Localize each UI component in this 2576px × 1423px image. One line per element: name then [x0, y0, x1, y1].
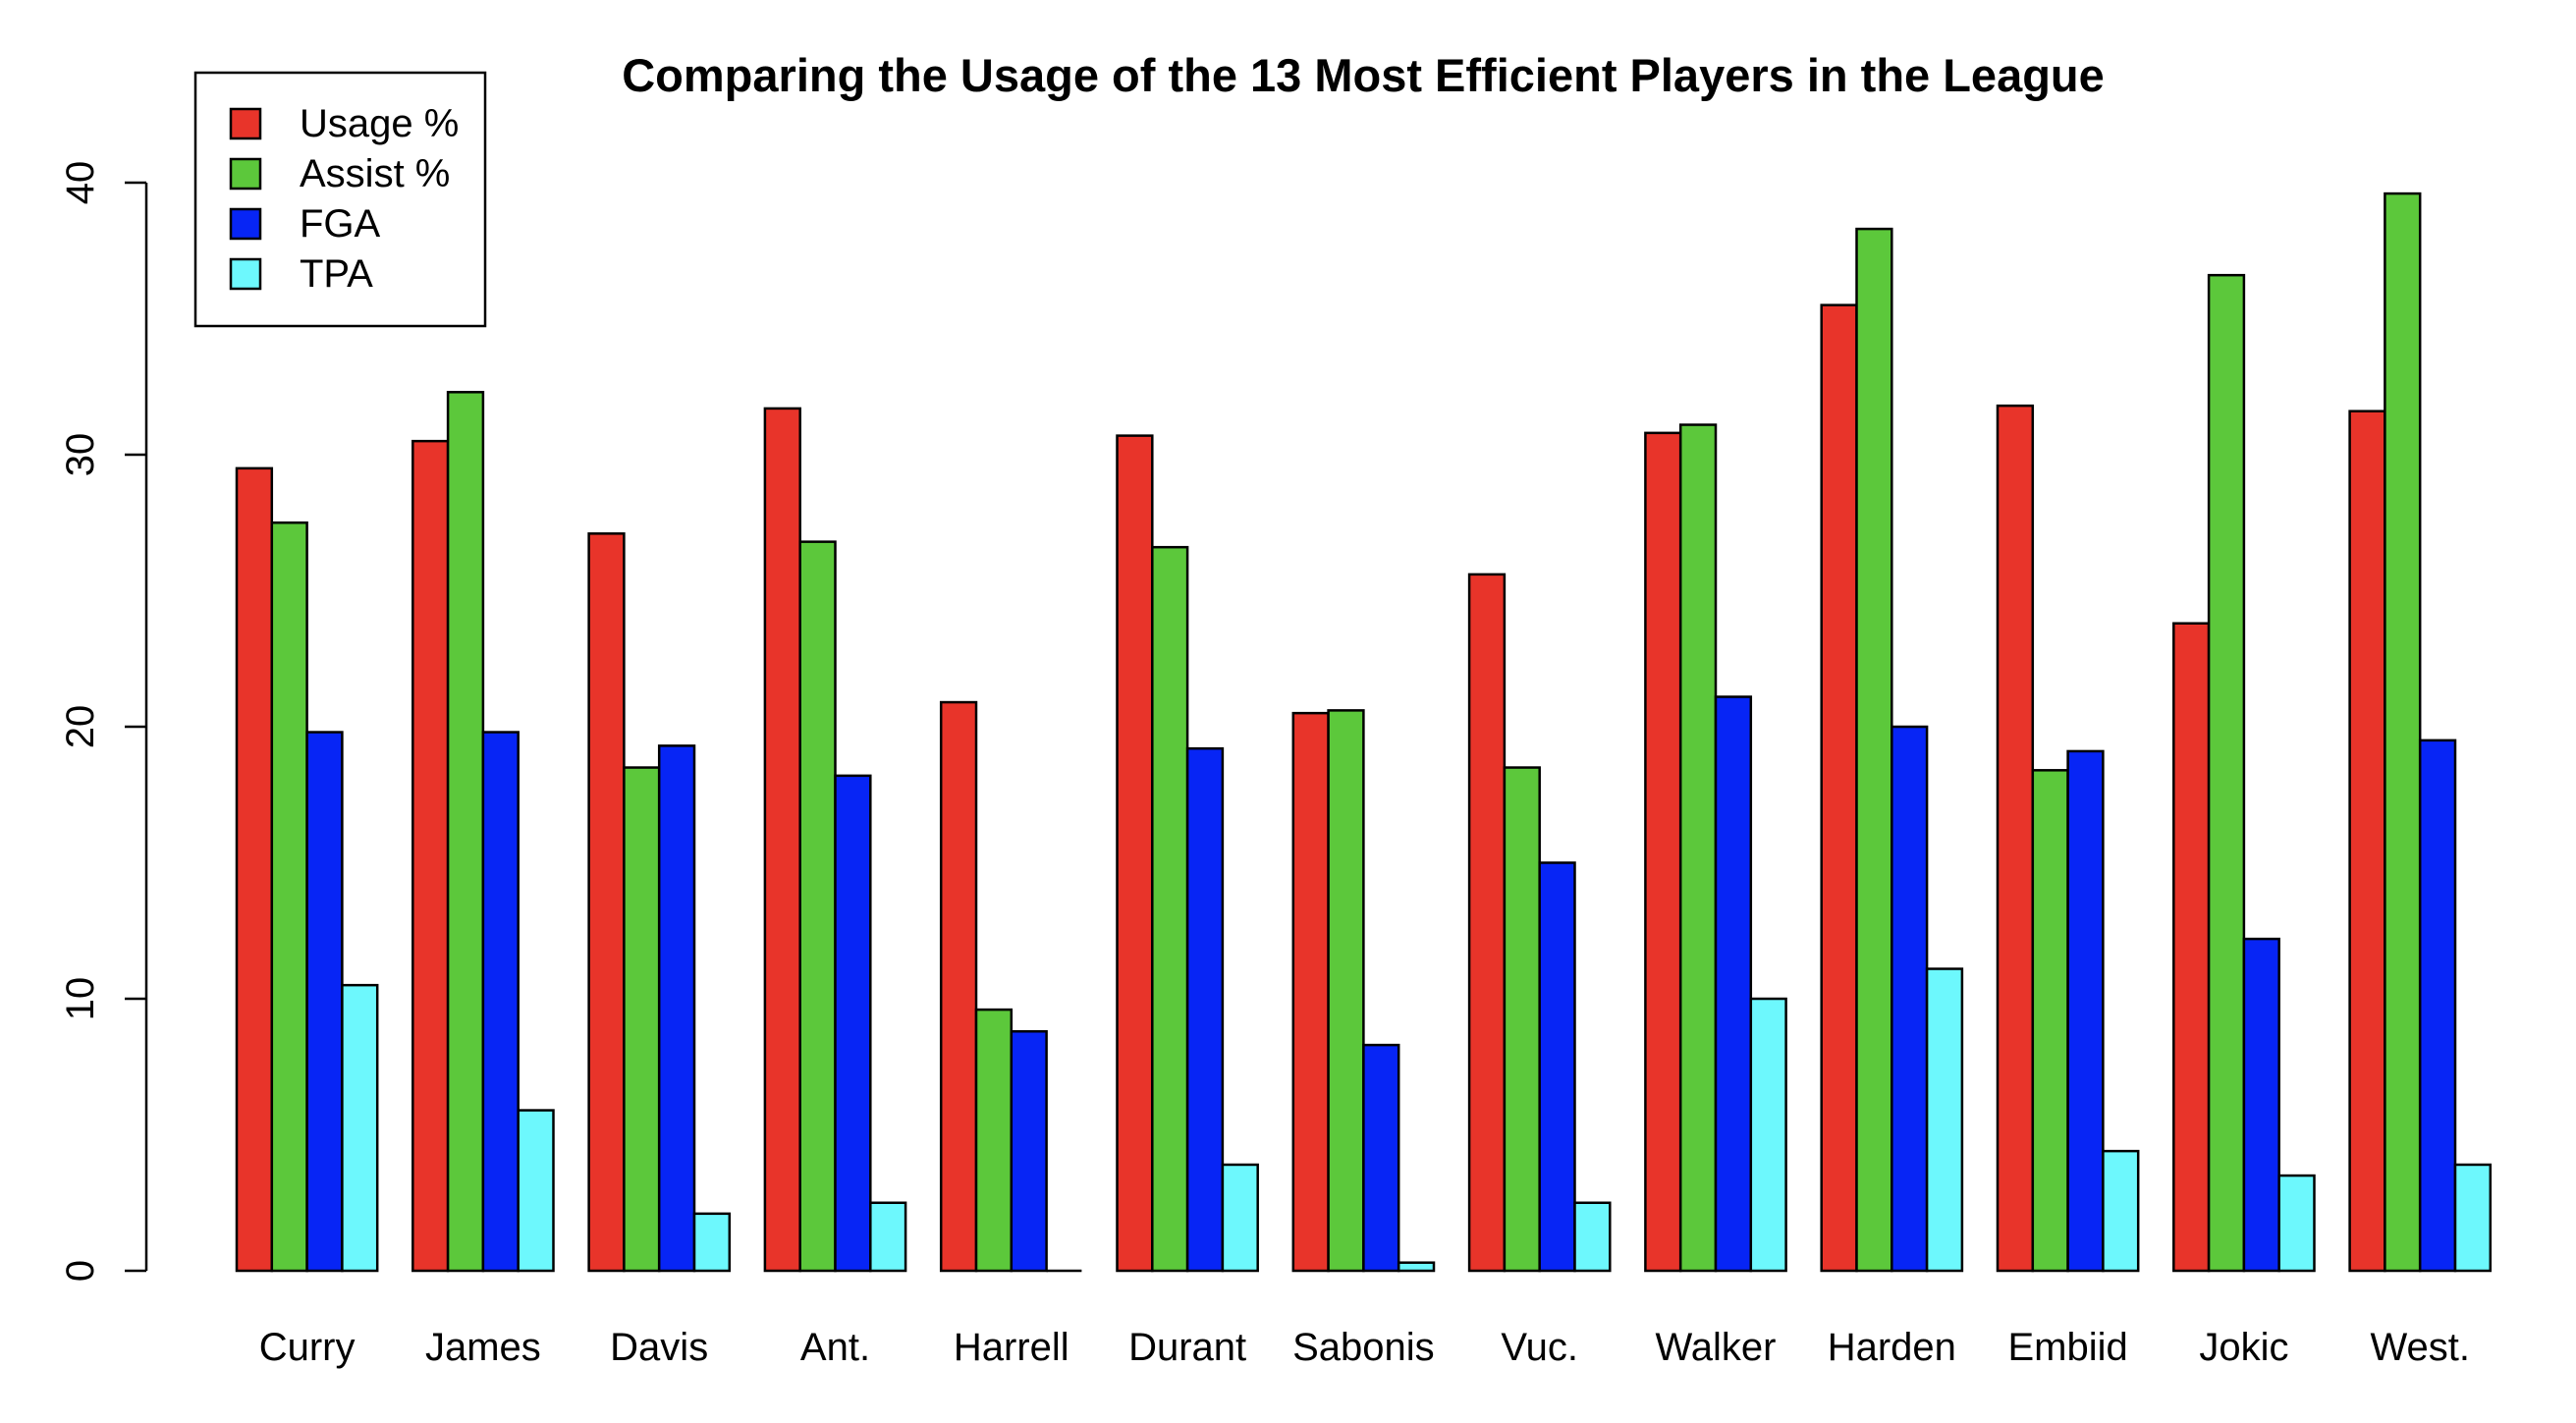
bar: [2066, 749, 2105, 1273]
category-label: Durant: [1128, 1326, 1246, 1369]
bar: [1925, 967, 1964, 1273]
bar: [1151, 545, 1189, 1273]
bar: [1397, 1261, 1436, 1273]
bar: [1327, 709, 1365, 1273]
bar: [974, 1008, 1014, 1273]
y-tick-label: 30: [59, 433, 102, 477]
bar: [1996, 404, 2035, 1273]
category-labels: Curry James Davis Ant. Harrell Durant Sabonis V…: [259, 1326, 2470, 1369]
bar: [1891, 725, 1929, 1273]
bar: [1010, 1029, 1048, 1273]
category-label: Harrell: [954, 1326, 1069, 1369]
bar: [235, 466, 274, 1273]
bar: [1678, 423, 1718, 1273]
category-label: James: [425, 1326, 541, 1369]
bar: [939, 700, 978, 1273]
bar: [1362, 1043, 1400, 1273]
bar: [2453, 1163, 2493, 1273]
bar: [657, 744, 696, 1273]
legend-swatch: [229, 107, 262, 140]
legend-label: FGA: [300, 202, 381, 246]
bar: [2242, 937, 2280, 1273]
bar: [869, 1201, 907, 1273]
bar: [2418, 739, 2457, 1273]
bar: [1644, 431, 1682, 1273]
bar: [2277, 1174, 2316, 1273]
bar: [1820, 303, 1858, 1273]
category-label: Ant.: [800, 1326, 870, 1369]
bar: [2384, 192, 2422, 1273]
bar: [517, 1109, 555, 1273]
y-axis: 0 10 20 30 40: [59, 161, 148, 1282]
bar: [446, 391, 485, 1273]
y-tick-label: 40: [59, 161, 102, 205]
category-label: Harden: [1828, 1326, 1956, 1369]
bar: [2207, 273, 2246, 1273]
y-tick-label: 20: [59, 705, 102, 749]
category-label: Walker: [1656, 1326, 1777, 1369]
bar: [2172, 622, 2211, 1273]
bar: [481, 731, 520, 1273]
bar: [798, 540, 837, 1273]
bar: [692, 1212, 732, 1273]
category-label: West.: [2370, 1326, 2470, 1369]
bar: [341, 983, 379, 1273]
bar: [1855, 227, 1893, 1273]
y-tick-label: 0: [59, 1260, 102, 1282]
category-label: Embiid: [2007, 1326, 2127, 1369]
bar: [2031, 769, 2069, 1273]
bar: [2102, 1149, 2140, 1273]
category-label: Davis: [610, 1326, 708, 1369]
bar: [763, 407, 801, 1273]
bar: [411, 439, 450, 1273]
bar: [1221, 1163, 1259, 1273]
legend-label: TPA: [300, 252, 373, 296]
legend: Usage % Assist % FGA TPA: [193, 71, 487, 328]
bar: [1714, 695, 1753, 1273]
chart-title: Comparing the Usage of the 13 Most Effic…: [622, 49, 2105, 101]
bar: [623, 766, 661, 1273]
bar: [270, 521, 308, 1273]
bar: [1749, 997, 1787, 1273]
bar: [1538, 861, 1576, 1273]
legend-label: Usage %: [300, 102, 459, 145]
bar: [1116, 434, 1154, 1273]
category-label: Sabonis: [1292, 1326, 1435, 1369]
bar: [1573, 1201, 1612, 1273]
bar: [2348, 410, 2386, 1273]
bar: [1503, 766, 1541, 1273]
bar: [1185, 746, 1225, 1273]
legend-swatch: [229, 257, 262, 291]
bars: [235, 192, 2493, 1273]
category-label: Vuc.: [1501, 1326, 1578, 1369]
category-label: Jokic: [2199, 1326, 2288, 1369]
category-label: Curry: [259, 1326, 356, 1369]
bar: [834, 774, 872, 1273]
legend-swatch: [229, 157, 262, 191]
bar: [305, 731, 344, 1273]
y-tick-label: 10: [59, 977, 102, 1021]
legend-label: Assist %: [300, 152, 450, 195]
bar: [1467, 573, 1507, 1273]
bar: [587, 532, 626, 1273]
legend-swatch: [229, 207, 262, 241]
bar: [1291, 711, 1330, 1273]
